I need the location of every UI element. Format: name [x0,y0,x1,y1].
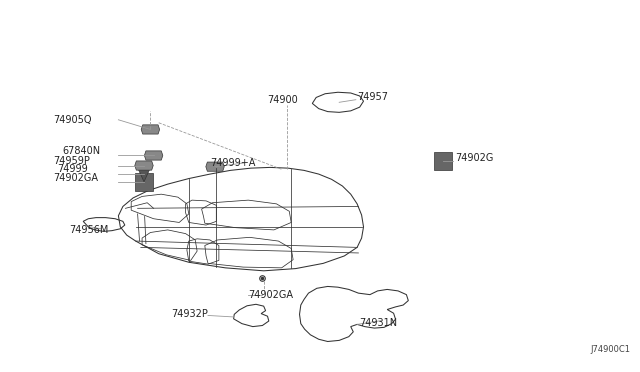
Text: 74902GA: 74902GA [248,290,293,299]
Text: 74999: 74999 [58,164,88,174]
Polygon shape [135,173,153,191]
Text: 74957: 74957 [357,93,388,102]
Text: 74900: 74900 [268,95,298,105]
Text: 67840N: 67840N [62,146,100,155]
Text: 74932P: 74932P [172,310,209,319]
Polygon shape [138,168,150,182]
Polygon shape [141,125,159,134]
Text: 74902G: 74902G [456,153,494,163]
Text: 74959P: 74959P [53,156,90,166]
Polygon shape [135,161,153,170]
Text: 74902GA: 74902GA [53,173,98,183]
Polygon shape [206,162,224,171]
Polygon shape [145,151,163,160]
Text: 74905Q: 74905Q [53,115,92,125]
Text: 74999+A: 74999+A [210,158,255,168]
Text: 74956M: 74956M [69,225,109,235]
Text: 74931N: 74931N [360,318,398,328]
Polygon shape [434,152,452,170]
Text: J74900C1: J74900C1 [590,345,630,354]
